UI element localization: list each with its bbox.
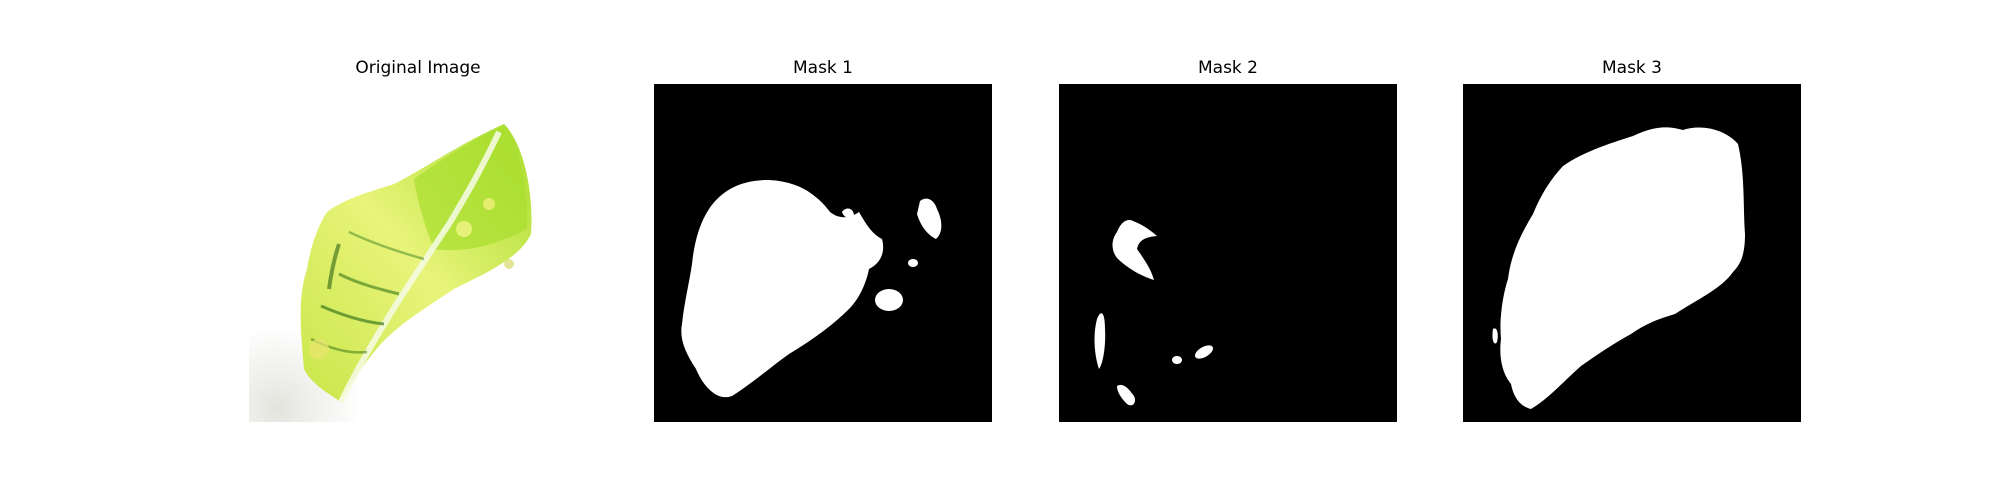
mask-1-regions [681,180,942,398]
mask-1-canvas [654,84,992,422]
mask-2-canvas [1059,84,1397,422]
panel-title-mask-3: Mask 3 [1601,58,1662,78]
leaf-photo [249,84,587,422]
mask-3-regions [1492,127,1745,409]
panel-title-mask-2: Mask 2 [1197,58,1258,78]
mask-3-image [1463,84,1801,422]
panel-title-original: Original Image [355,58,481,78]
mask-1-image [654,84,992,422]
mask-2-regions [1094,220,1214,406]
mask-2-image [1059,84,1397,422]
original-image [249,84,587,422]
panel-title-mask-1: Mask 1 [792,58,853,78]
mask-3-canvas [1463,84,1801,422]
